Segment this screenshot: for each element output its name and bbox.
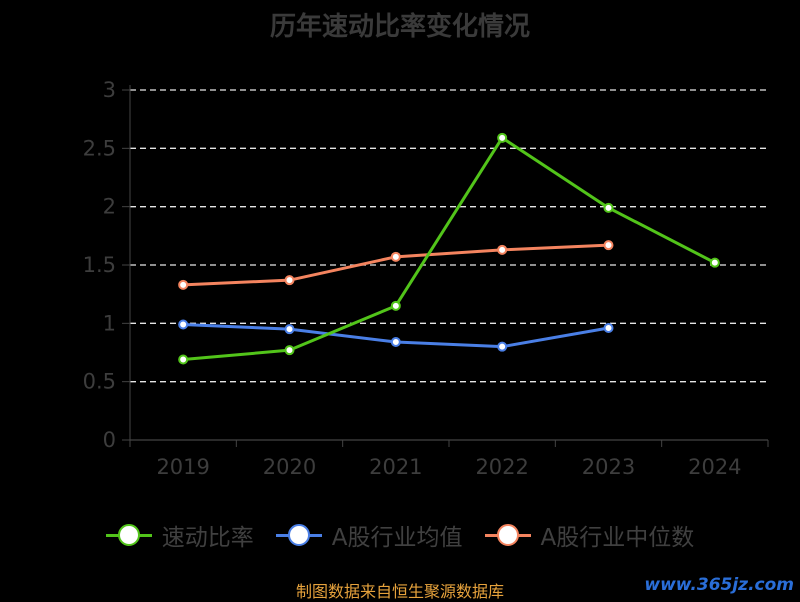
data-point: [390, 251, 401, 262]
source-note: 制图数据来自恒生聚源数据库: [295, 582, 504, 601]
x-tick-label: 2024: [688, 455, 741, 479]
legend-label: A股行业均值: [331, 525, 463, 551]
chart-title: 历年速动比率变化情况: [269, 12, 530, 42]
series-line-0: [183, 136, 716, 361]
legend-swatch-industry-median: [484, 524, 531, 546]
y-tick-label: 3: [103, 78, 116, 102]
data-point: [178, 279, 189, 290]
data-point: [178, 354, 189, 365]
x-tick-label: 2021: [369, 455, 422, 479]
y-tick-label: 1: [103, 311, 116, 335]
x-tick-label: 2019: [156, 455, 209, 479]
y-tick-label: 2.5: [83, 136, 116, 160]
legend-swatch-industry-average: [275, 524, 322, 546]
y-tick-label: 0.5: [83, 370, 116, 394]
data-point: [284, 345, 295, 356]
legend-marker: [287, 524, 310, 546]
data-point: [709, 257, 720, 268]
y-tick-label: 2: [103, 195, 116, 219]
legend: 速动比率 A股行业均值 A股行业中位数: [0, 518, 800, 552]
y-tick-label: 0: [103, 428, 116, 452]
series-layer: [178, 132, 720, 365]
x-tick-label: 2023: [582, 455, 635, 479]
grid-layer: [130, 89, 768, 383]
legend-marker: [117, 524, 140, 546]
axis-layer: 0 0.5 1 1.5 2 2.5 3 2019 2020 2021 2022 2023 2024: [83, 78, 769, 479]
legend-marker: [496, 524, 519, 546]
data-point: [390, 337, 401, 347]
data-point: [603, 202, 614, 213]
x-tick-label: 2022: [475, 455, 528, 479]
legend-label: A股行业中位数: [540, 525, 695, 551]
data-point: [603, 240, 614, 251]
data-point: [497, 132, 508, 143]
x-tick-label: 2020: [263, 455, 316, 479]
data-point: [284, 275, 295, 286]
data-point: [390, 300, 401, 311]
legend-item-quick-ratio[interactable]: 速动比率: [105, 518, 254, 552]
y-tick-label: 1.5: [83, 253, 116, 277]
data-point: [603, 323, 614, 333]
legend-swatch-quick-ratio: [105, 524, 152, 546]
data-point: [178, 319, 189, 330]
data-point: [284, 324, 295, 335]
legend-item-industry-median[interactable]: A股行业中位数: [484, 518, 695, 552]
data-point: [497, 341, 508, 352]
legend-label: 速动比率: [161, 525, 254, 551]
legend-item-industry-average[interactable]: A股行业均值: [275, 518, 463, 552]
watermark: www.365jz.com: [644, 575, 794, 595]
data-point: [497, 244, 508, 255]
